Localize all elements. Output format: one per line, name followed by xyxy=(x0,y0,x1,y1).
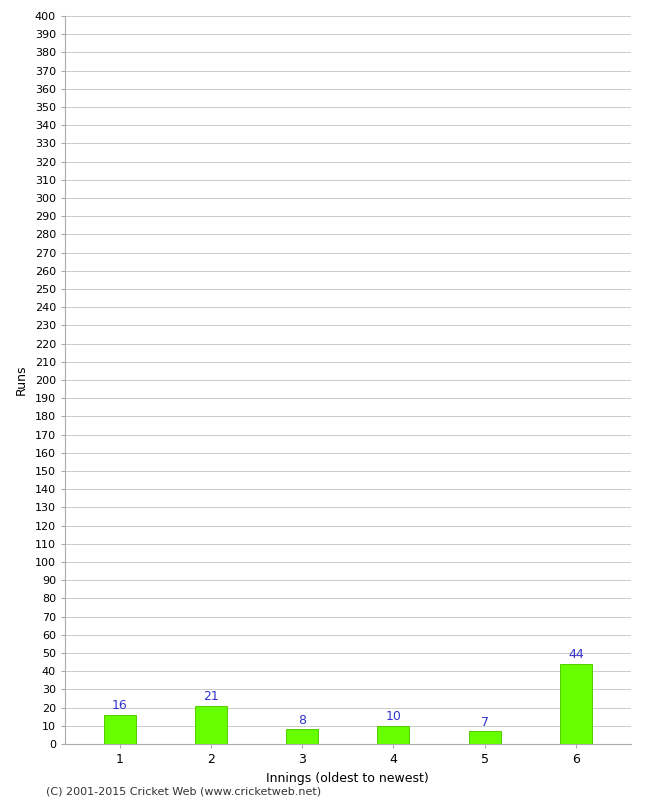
Text: 7: 7 xyxy=(480,715,489,729)
Text: 44: 44 xyxy=(568,648,584,661)
Text: (C) 2001-2015 Cricket Web (www.cricketweb.net): (C) 2001-2015 Cricket Web (www.cricketwe… xyxy=(46,786,320,796)
Bar xyxy=(104,715,136,744)
Bar xyxy=(560,664,592,744)
Y-axis label: Runs: Runs xyxy=(15,365,28,395)
Bar xyxy=(378,726,410,744)
Bar xyxy=(286,730,318,744)
Text: 8: 8 xyxy=(298,714,306,726)
X-axis label: Innings (oldest to newest): Innings (oldest to newest) xyxy=(266,771,429,785)
Bar xyxy=(469,731,500,744)
Text: 16: 16 xyxy=(112,699,127,712)
Text: 10: 10 xyxy=(385,710,401,723)
Bar xyxy=(195,706,227,744)
Text: 21: 21 xyxy=(203,690,219,703)
